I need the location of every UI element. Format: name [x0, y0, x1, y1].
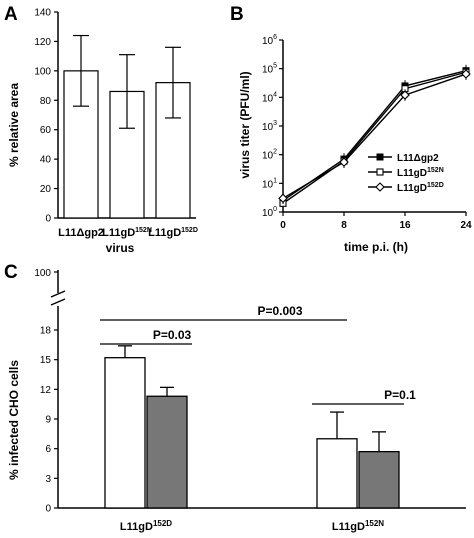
y-tick-label: 100 [34, 66, 51, 77]
significance-label: P=0.03 [153, 328, 192, 342]
y-tick-label: 80 [40, 96, 52, 107]
x-tick-label: 8 [341, 220, 347, 231]
panel-a-bars [63, 34, 191, 219]
marker-open-diamond [278, 193, 288, 204]
legend-label: L11Δgp2 [397, 153, 439, 164]
y-tick-label: 120 [34, 37, 51, 48]
y-tick-label: 103 [262, 120, 277, 133]
break-mark [50, 290, 66, 298]
marker-filled-square [376, 153, 384, 161]
y-tick-label: 6 [45, 444, 51, 455]
panel-c-y-ticks: 100 0 3 6 9 12 15 18 [34, 268, 58, 515]
panel-c-y-axis-title: % infected CHO cells [7, 360, 21, 480]
y-tick-label: 0 [45, 214, 51, 225]
y-tick-label: 9 [45, 415, 51, 426]
legend-label: L11gD152D [397, 182, 444, 194]
bar [155, 82, 191, 219]
category-label: L11Δgp2 [58, 227, 104, 239]
y-tick-label: 140 [34, 8, 51, 19]
panel-b-y-ticks: 100 101 102 103 104 105 106 [262, 34, 283, 219]
category-label: L11gD152N [102, 227, 152, 239]
bar [316, 438, 358, 509]
y-tick-label: 15 [40, 355, 52, 366]
y-tick-label: 12 [40, 385, 52, 396]
y-tick-label: 100 [34, 268, 51, 279]
panel-a-y-axis-title: % relative area [7, 83, 21, 167]
x-tick-label: 24 [460, 220, 472, 231]
marker-open-diamond [375, 182, 385, 192]
category-label: L11gD152D [120, 519, 172, 533]
series-line [282, 71, 467, 204]
category-label: L11gD152D [148, 227, 198, 239]
legend-label: L11gD152N [397, 167, 444, 179]
panel-b-series [278, 64, 471, 210]
y-tick-label: 100 [262, 206, 277, 219]
y-tick-label: 20 [40, 184, 52, 195]
panel-c-letter: C [4, 262, 18, 283]
marker-open-diamond [400, 90, 410, 100]
bar [109, 90, 145, 219]
y-tick-label: 106 [262, 34, 277, 47]
panel-b-y-axis-title: virus titer (PFU/ml) [238, 71, 252, 178]
panel-b-letter: B [230, 4, 244, 25]
significance-label: P=0.1 [384, 388, 416, 402]
bar [358, 450, 400, 509]
marker-open-diamond [339, 157, 349, 167]
panel-a-x-axis-title: virus [106, 241, 135, 255]
significance-label: P=0.003 [257, 304, 302, 318]
y-tick-label: 101 [262, 177, 277, 190]
y-tick-label: 60 [40, 125, 52, 136]
series-line [282, 73, 467, 199]
y-tick-label: 104 [262, 91, 277, 104]
panel-b-x-axis-title: time p.i. (h) [344, 240, 408, 254]
bar [104, 357, 146, 509]
category-label: L11gD152N [332, 519, 384, 533]
y-tick-label: 105 [262, 63, 277, 76]
series [278, 68, 471, 205]
panel-a-y-ticks: 0 20 40 60 80 100 120 140 [34, 8, 58, 225]
panel-c-axis-break [50, 290, 66, 306]
y-tick-label: 102 [262, 149, 277, 162]
y-tick-label: 3 [45, 474, 51, 485]
x-tick-label: 16 [399, 220, 411, 231]
panel-b-legend: L11Δgp2 L11gD152N L11gD152D [368, 153, 444, 194]
panel-c: C 100 0 3 6 9 12 15 18 P=0.03 P=0.003 P=0.1 L11gD… [4, 262, 466, 533]
y-tick-label: 40 [40, 155, 52, 166]
panel-a: A 0 20 40 60 80 100 120 140 L11Δgp2L11gD152NL11… [4, 4, 198, 255]
panel-c-category-labels: L11gD152D L11gD152N [120, 519, 384, 533]
panel-b-x-ticks: 0 8 16 24 [280, 212, 472, 231]
marker-open-diamond [461, 69, 471, 79]
panel-a-letter: A [4, 4, 18, 25]
break-mark [50, 298, 66, 306]
bar [146, 395, 188, 509]
marker-open-square [376, 168, 384, 176]
y-tick-label: 18 [40, 326, 52, 337]
panel-c-bars [104, 345, 400, 509]
y-tick-label: 0 [45, 504, 51, 515]
x-tick-label: 0 [280, 220, 286, 231]
panel-c-significance: P=0.03 P=0.003 P=0.1 [100, 304, 416, 405]
